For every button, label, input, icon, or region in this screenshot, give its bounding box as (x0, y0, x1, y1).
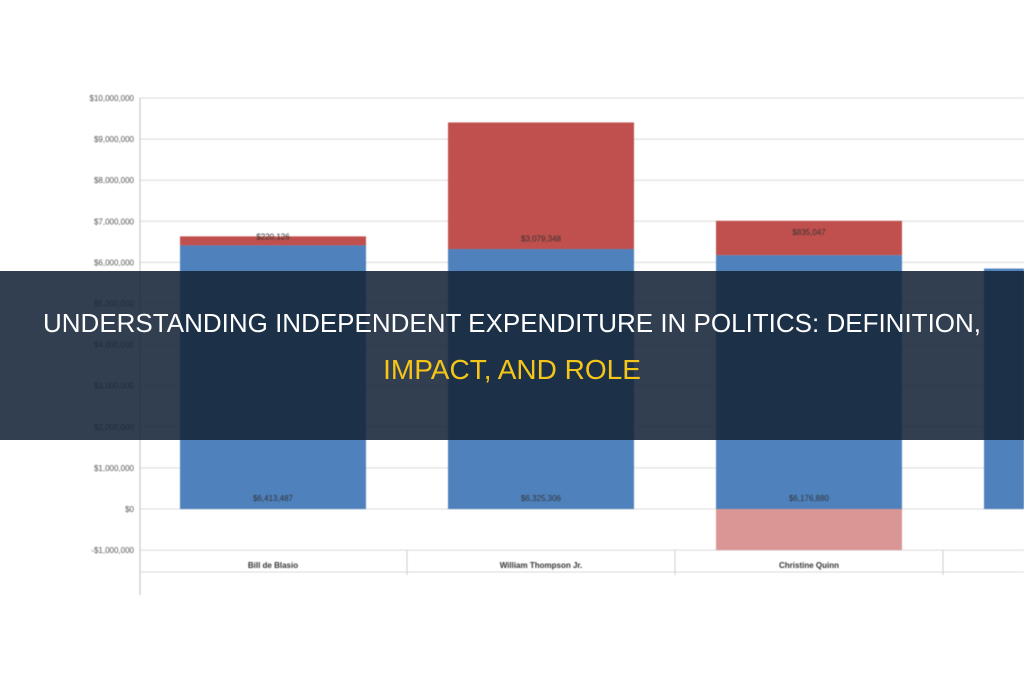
y-tick-label: $10,000,000 (90, 94, 135, 103)
title-line-1: UNDERSTANDING INDEPENDENT EXPENDITURE IN… (42, 308, 982, 338)
bar-segment (716, 509, 902, 551)
y-tick-label: $1,000,000 (94, 464, 135, 473)
title-line-2: IMPACT, AND ROLE (383, 354, 641, 385)
data-label: $6,413,487 (253, 494, 294, 503)
y-tick-label: -$1,000,000 (91, 546, 134, 555)
title-banner (0, 271, 1024, 440)
data-label: $220,126 (256, 232, 290, 241)
data-label: $6,325,306 (521, 494, 562, 503)
bar-segment (448, 122, 634, 250)
x-tick-label: William Thompson Jr. (500, 561, 583, 570)
x-tick-label: Bill de Blasio (248, 561, 298, 570)
y-tick-label: $9,000,000 (94, 135, 135, 144)
data-label: $3,079,348 (521, 234, 562, 243)
y-tick-label: $8,000,000 (94, 176, 135, 185)
data-label: $6,176,880 (789, 494, 830, 503)
y-tick-label: $7,000,000 (94, 217, 135, 226)
bar-segment (716, 220, 902, 256)
bar-segment (180, 236, 366, 246)
y-tick-label: $0 (125, 505, 134, 514)
data-label: $835,047 (792, 228, 826, 237)
y-tick-label: $6,000,000 (94, 258, 135, 267)
x-tick-label: Christine Quinn (779, 561, 839, 570)
